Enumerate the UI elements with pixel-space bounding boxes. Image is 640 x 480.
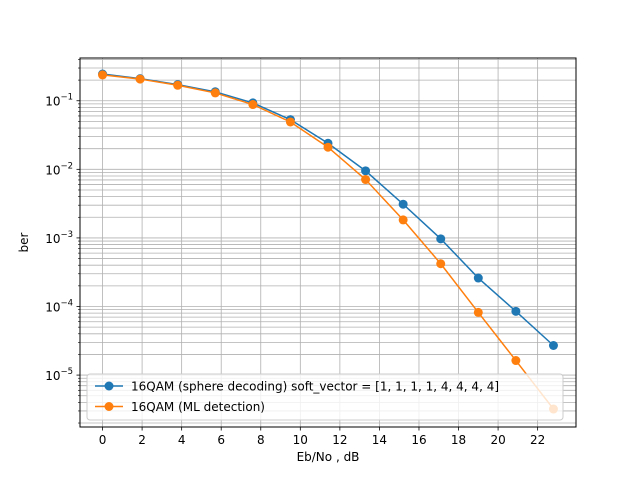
y-axis-label: ber	[17, 232, 31, 252]
series-1-point	[511, 306, 521, 316]
series-1-point	[473, 273, 483, 283]
series-1-point	[436, 234, 446, 244]
plot-frame	[79, 57, 577, 428]
x-tick-label: 20	[490, 433, 505, 447]
legend-label-1: 16QAM (sphere decoding) soft_vector = [1…	[131, 380, 499, 394]
series-2-point	[361, 175, 371, 185]
y-tick-label: 10−1	[45, 93, 73, 109]
series-2-point	[248, 100, 258, 110]
series-1-point	[361, 166, 371, 176]
x-tick-label: 4	[178, 433, 186, 447]
x-tick-label: 14	[372, 433, 387, 447]
series-1-point	[548, 340, 558, 350]
x-tick-label: 10	[293, 433, 308, 447]
series-2-point	[473, 307, 483, 317]
series-2-point	[285, 117, 295, 127]
y-tick-label: 10−4	[45, 298, 73, 314]
y-axis-ticks: 10−5 10−4 10−3 10−2 10−1	[45, 59, 80, 424]
x-tick-label: 0	[99, 433, 107, 447]
x-tick-label: 8	[257, 433, 265, 447]
y-tick-label: 10−3	[45, 230, 73, 246]
legend-marker-2	[104, 402, 114, 411]
y-tick-label: 10−2	[45, 161, 73, 177]
y-tick-label: 10−5	[45, 367, 73, 383]
x-tick-label: 6	[217, 433, 225, 447]
x-axis-ticks: 0 2 4 6 8 10 12 14 16 18 20 22	[99, 427, 545, 447]
series-1-point	[398, 199, 408, 209]
data-series	[98, 69, 558, 414]
series-2-point	[173, 80, 183, 90]
x-axis-label: Eb/No , dB	[297, 450, 360, 464]
x-tick-label: 22	[530, 433, 545, 447]
legend: 16QAM (sphere decoding) soft_vector = [1…	[86, 373, 564, 421]
x-tick-label: 18	[451, 433, 466, 447]
series-2-point	[210, 88, 220, 98]
x-tick-label: 16	[411, 433, 426, 447]
series-2-point	[98, 70, 108, 80]
series-2-point	[135, 74, 145, 84]
legend-marker-1	[104, 381, 114, 391]
x-tick-label: 2	[138, 433, 146, 447]
series-2-point	[323, 142, 333, 152]
x-tick-label: 12	[332, 433, 347, 447]
series-2-point	[511, 356, 521, 366]
legend-label-2: 16QAM (ML detection)	[131, 400, 265, 414]
legend-box	[86, 373, 564, 421]
series-2-point	[398, 215, 408, 225]
series-2-point	[436, 259, 446, 269]
